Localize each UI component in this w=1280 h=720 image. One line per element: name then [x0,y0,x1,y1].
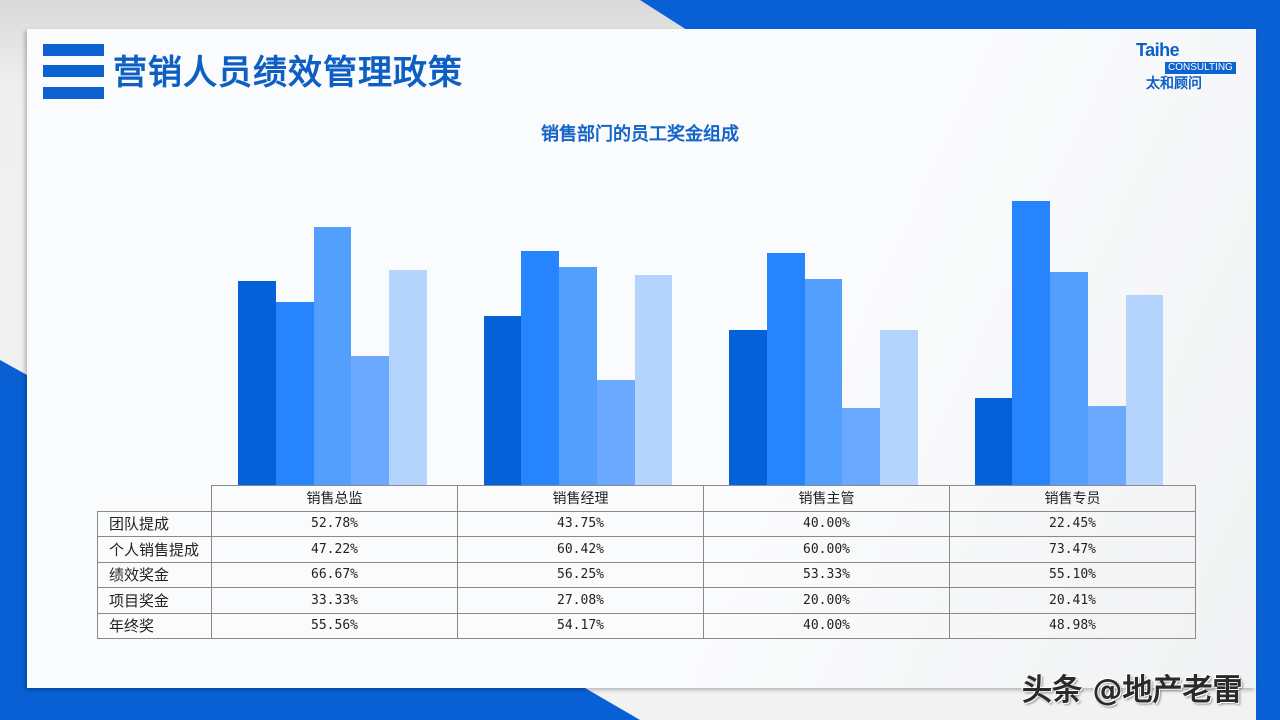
bg-bottom-band [0,688,640,720]
table-cell: 27.08% [457,587,704,614]
table-column-header: 销售专员 [949,485,1196,512]
table-row: 年终奖 55.56% 54.17% 40.00% 48.98% [97,612,1196,639]
bg-left-band [0,360,27,720]
table-cell: 47.22% [211,536,458,563]
table-cell: 55.10% [949,561,1196,588]
bar [1125,295,1164,485]
bar [313,227,352,485]
table-row-label: 项目奖金 [97,587,212,614]
bar [389,269,427,485]
table-cell: 54.17% [457,612,704,639]
table-corner [98,486,212,512]
bg-top-right-band [640,0,1280,30]
bar [880,330,918,485]
logo-main-text: Taihe [1136,40,1180,60]
table-row-label: 年终奖 [97,612,212,639]
bg-right-band [1256,0,1280,720]
table-cell: 20.41% [949,587,1196,614]
table-cell: 22.45% [949,510,1196,537]
table-cell: 60.42% [457,536,704,563]
table-row: 项目奖金 33.33% 27.08% 20.00% 20.41% [97,587,1196,614]
table-column-header: 销售经理 [457,485,704,512]
table-cell: 60.00% [703,536,950,563]
bar [238,280,276,485]
table-row-label: 团队提成 [97,510,212,537]
bar [729,330,767,485]
table-cell: 73.47% [949,536,1196,563]
bar [483,315,522,485]
table-cell: 33.33% [211,587,458,614]
watermark: 头条 @地产老雷 [1022,673,1243,708]
bar [521,251,560,485]
table-cell: 40.00% [703,510,950,537]
bar [1050,271,1088,485]
bar [351,356,390,485]
table-cell: 53.33% [703,561,950,588]
chart-title: 销售部门的员工奖金组成 [541,124,739,145]
bar [275,302,314,485]
table-cell: 52.78% [211,510,458,537]
bar [634,275,673,485]
table-cell: 55.56% [211,612,458,639]
menu-bars-icon [43,44,104,99]
table-row-label: 个人销售提成 [97,536,212,563]
bar [596,380,635,485]
bar [559,267,597,485]
bar [842,407,881,485]
table-column-header: 销售主管 [703,485,950,512]
table-row: 团队提成 52.78% 43.75% 40.00% 22.45% [97,510,1196,537]
table-cell: 20.00% [703,587,950,614]
bar [1087,406,1126,485]
taihe-logo: Taihe CONSULTING 太和顾问 [1136,40,1246,95]
table-cell: 66.67% [211,561,458,588]
table-cell: 48.98% [949,612,1196,639]
bar [1012,200,1051,485]
table-row-label: 绩效奖金 [97,561,212,588]
table-cell: 56.25% [457,561,704,588]
table-row: 绩效奖金 66.67% 56.25% 53.33% 55.10% [97,561,1196,588]
table-column-header: 销售总监 [211,485,458,512]
logo-cn-text: 太和顾问 [1146,76,1202,92]
bar-chart-plot [210,180,1192,485]
page-title: 营销人员绩效管理政策 [113,53,463,93]
table-cell: 43.75% [457,510,704,537]
bar [766,252,805,485]
table-cell: 40.00% [703,612,950,639]
chart-data-table: 销售总监 销售经理 销售主管 销售专员 团队提成 52.78% 43.75% 40.00% 22… [97,485,1196,639]
logo-sub-text: CONSULTING [1165,62,1236,74]
bar [804,278,843,485]
table-row: 个人销售提成 47.22% 60.42% 60.00% 73.47% [97,536,1196,563]
bar [974,398,1013,485]
